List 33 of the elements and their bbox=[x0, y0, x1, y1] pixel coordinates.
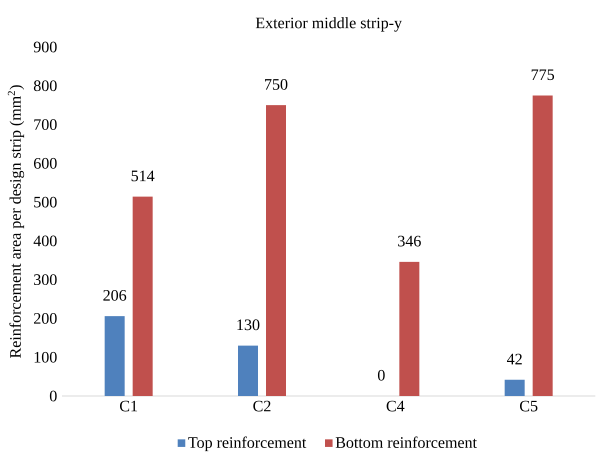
data-label: 775 bbox=[532, 69, 554, 80]
y-axis-title: Reinforcement area per design strip (mm$^{2}$) bbox=[8, 85, 24, 358]
y-tick-label: 900 bbox=[34, 42, 57, 52]
y-tick-label: 800 bbox=[34, 80, 57, 92]
y-tick-label: 300 bbox=[34, 274, 57, 286]
bar bbox=[238, 346, 258, 396]
data-label: 206 bbox=[103, 290, 126, 301]
data-label: 750 bbox=[265, 78, 288, 90]
bar bbox=[132, 196, 153, 396]
bar bbox=[266, 105, 286, 396]
chart-title: Exterior middle strip-y bbox=[256, 17, 402, 32]
y-tick-label: 700 bbox=[34, 119, 57, 130]
x-tick-label: C4 bbox=[386, 400, 404, 412]
y-tick-label: 200 bbox=[34, 313, 57, 324]
bar bbox=[104, 316, 125, 396]
legend-label: Top reinforcement bbox=[188, 436, 306, 452]
bar bbox=[504, 380, 525, 396]
y-tick-label: 500 bbox=[34, 196, 57, 208]
data-label: 346 bbox=[398, 236, 421, 246]
data-label: 0 bbox=[378, 370, 385, 381]
bar bbox=[532, 95, 553, 396]
y-tick-label: 400 bbox=[34, 235, 57, 246]
y-tick-label: 100 bbox=[34, 352, 57, 363]
data-label: 42 bbox=[506, 354, 522, 364]
y-tick-label: 600 bbox=[34, 158, 57, 169]
data-label: 514 bbox=[132, 170, 154, 182]
x-tick-label: C5 bbox=[520, 400, 538, 412]
x-tick-label: C1 bbox=[120, 400, 138, 412]
legend-label: Bottom reinforcement bbox=[336, 436, 477, 448]
data-label: 130 bbox=[237, 319, 260, 330]
bar bbox=[399, 262, 420, 396]
y-tick-label: 0 bbox=[50, 390, 57, 402]
x-tick-label: C2 bbox=[253, 400, 270, 412]
